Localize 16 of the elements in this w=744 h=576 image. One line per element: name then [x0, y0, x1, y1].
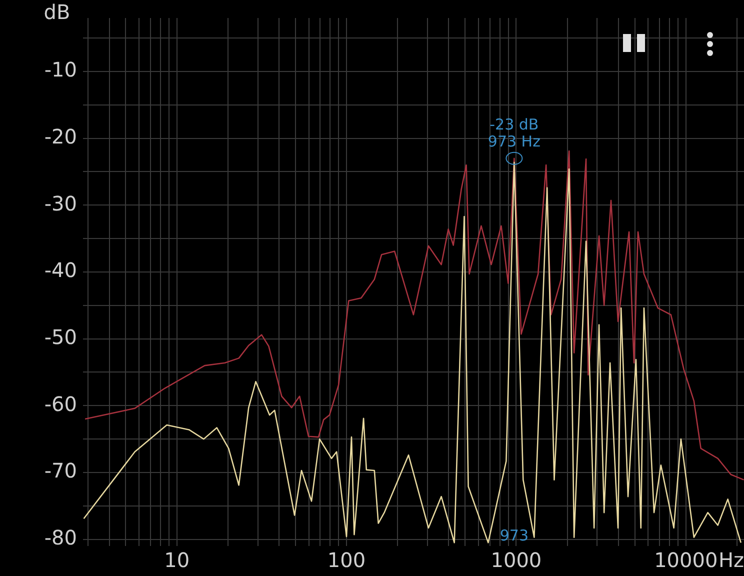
y-tick-label: -50 [44, 325, 77, 350]
y-tick-label: -30 [44, 191, 77, 216]
y-axis-title: dB [44, 0, 70, 24]
y-tick-label: -40 [44, 258, 77, 282]
x-tick-label: 10 [164, 548, 190, 572]
y-tick-label: -80 [44, 526, 77, 550]
x-tick-label: 1000 [490, 548, 542, 572]
x-tick-label: 100 [327, 548, 366, 572]
y-tick-label: -10 [44, 58, 77, 82]
y-tick-label: -20 [44, 124, 77, 149]
annotation: 973 [500, 526, 529, 544]
x-axis-title: Hz [718, 548, 744, 572]
x-tick-label: 10000 [654, 548, 718, 572]
annotation: -23 dB 973 Hz [488, 116, 541, 151]
y-tick-label: -60 [44, 392, 77, 416]
y-tick-label: -70 [44, 458, 77, 483]
